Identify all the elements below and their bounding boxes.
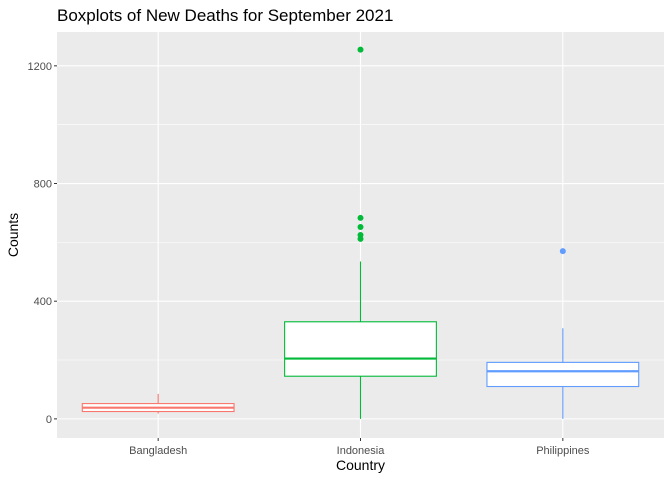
outlier-point — [357, 46, 364, 53]
y-tick-label: 0 — [46, 414, 52, 426]
box-iqr — [486, 361, 640, 388]
boxes — [81, 46, 640, 419]
box-philippines — [486, 248, 640, 419]
box-indonesia — [284, 46, 437, 419]
box-bangladesh — [81, 393, 235, 414]
box-iqr — [284, 321, 437, 377]
x-axis-title: Country — [336, 457, 385, 473]
outlier-point — [357, 214, 364, 221]
x-axis-ticks: Bangladesh Indonesia Philippines — [129, 438, 590, 457]
x-tick-label: Philippines — [536, 445, 590, 457]
outlier-point — [357, 224, 364, 231]
x-tick-label: Bangladesh — [129, 445, 187, 457]
x-tick-label: Indonesia — [337, 445, 386, 457]
outlier-point — [357, 232, 364, 238]
outlier-point — [559, 248, 566, 255]
chart-title: Boxplots of New Deaths for September 202… — [57, 6, 393, 25]
y-axis-title: Counts — [5, 213, 21, 257]
y-axis-ticks: 0 400 800 1200 — [28, 61, 57, 426]
y-tick-label: 400 — [34, 296, 52, 308]
y-tick-label: 1200 — [28, 61, 52, 73]
y-tick-label: 800 — [34, 179, 52, 191]
